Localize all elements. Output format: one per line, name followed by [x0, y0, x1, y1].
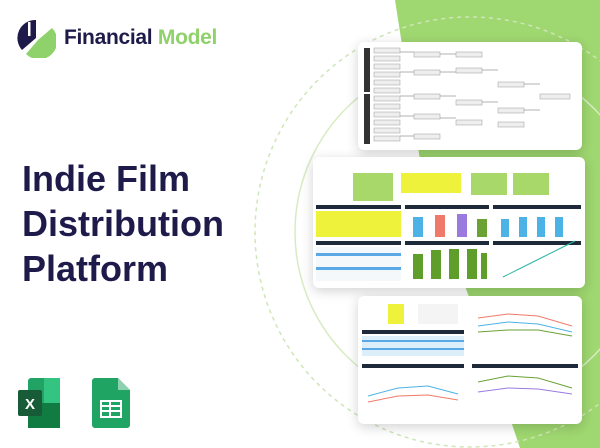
brand-logo: Financial Model	[16, 18, 217, 58]
dashboard-preview	[313, 157, 585, 288]
title-line: Indie Film	[22, 158, 191, 199]
excel-icon: X	[18, 378, 60, 428]
brand-name-accent: Model	[157, 26, 218, 49]
diagram-preview	[358, 42, 582, 150]
title-line: Distribution	[22, 203, 224, 244]
charts-preview	[358, 296, 582, 424]
logo-icon	[17, 19, 56, 58]
svg-text:X: X	[25, 396, 35, 413]
page-title: Indie Film Distribution Platform	[22, 156, 224, 291]
title-line: Platform	[22, 248, 169, 289]
google-sheets-icon	[92, 378, 130, 428]
brand-name: Financial	[64, 26, 153, 49]
